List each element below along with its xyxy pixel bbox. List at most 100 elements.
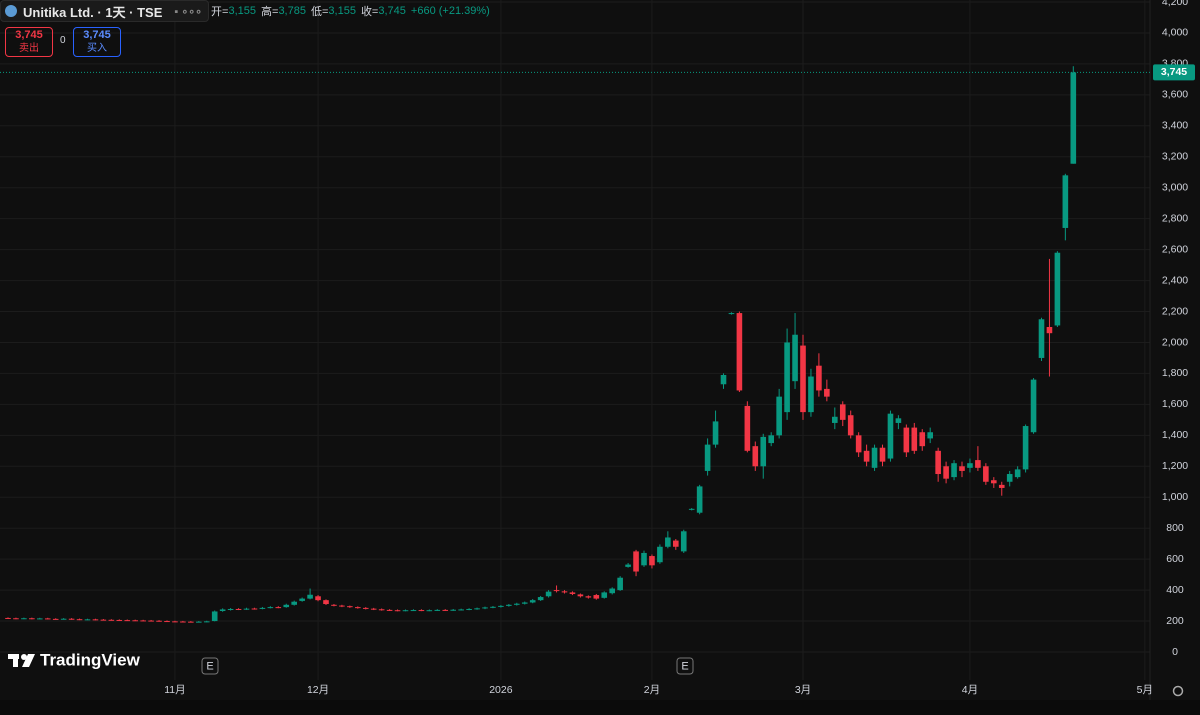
ohlc-value: 3,155 [228, 5, 256, 17]
candle-body [871, 447, 878, 468]
candle-body [362, 607, 369, 609]
y-tick-label: 3,600 [1162, 89, 1188, 101]
change: +660 (+21.39%) [410, 5, 490, 17]
event-label[interactable]: E [206, 660, 213, 672]
candle-body [919, 432, 926, 447]
candle-body [466, 608, 472, 610]
candle-body [593, 595, 600, 599]
candle-body [529, 600, 536, 603]
candle-body [609, 588, 615, 594]
candle-body [299, 598, 305, 601]
sell-price: 3,745 [15, 29, 43, 41]
candle-body [744, 405, 751, 451]
buy-label: 买入 [87, 43, 107, 54]
candle-body [116, 619, 123, 621]
sell-label: 卖出 [19, 43, 39, 54]
candle-body [776, 396, 782, 436]
candle-body [1038, 319, 1045, 358]
candle-body [339, 605, 345, 607]
y-tick-label: 400 [1166, 584, 1184, 596]
candle-body [800, 345, 806, 413]
candle-body [418, 610, 425, 612]
candle-body [887, 413, 894, 459]
candle-body [577, 594, 584, 597]
candle-body [482, 607, 488, 609]
event-label[interactable]: E [681, 660, 688, 672]
symbol-box[interactable]: Unitika Ltd. · 1天 · TSE ▪ ∘∘∘ [0, 0, 210, 22]
candle-body [44, 618, 51, 620]
candle-body [211, 611, 218, 622]
candle-body [641, 552, 647, 566]
ohlc-value: 3,785 [278, 5, 306, 17]
candle-body [585, 596, 592, 598]
candle-body [863, 450, 870, 462]
y-tick-label: 1,200 [1162, 460, 1188, 472]
candle-body [712, 421, 719, 445]
candle-body [816, 365, 822, 391]
candle-body [355, 607, 361, 609]
event-box [676, 657, 694, 675]
candle-body [148, 620, 154, 622]
y-tick-label: 4,000 [1162, 27, 1188, 39]
candle-body [824, 388, 830, 397]
candle-body [124, 620, 131, 622]
candle-body [927, 432, 933, 439]
candle-body [975, 460, 981, 468]
candle-body [617, 577, 623, 591]
candle-body [1070, 72, 1077, 164]
logo-shape [22, 654, 35, 667]
logo-shape [21, 654, 27, 660]
candle-body [156, 620, 162, 622]
candle-body [696, 486, 703, 513]
candle-body [164, 621, 170, 623]
header: Unitika Ltd. · 1天 · TSE ▪ ∘∘∘ 开= 3,155 高= 3… [0, 0, 490, 22]
y-tick-label: 0 [1172, 646, 1178, 658]
candle-body [704, 444, 711, 471]
candle-body [370, 608, 377, 610]
y-tick-label: 2,200 [1162, 305, 1188, 317]
candle-body [561, 591, 568, 593]
y-tick-label: 2,800 [1162, 212, 1188, 224]
buy-button[interactable]: 3,745 买入 [73, 27, 121, 57]
candle-body [219, 609, 226, 611]
x-tick-label: 2026 [489, 684, 513, 696]
y-tick-label: 2,000 [1162, 336, 1188, 348]
candle-body [506, 604, 512, 606]
settings-icon[interactable] [1172, 685, 1184, 697]
candle-body [5, 617, 11, 619]
quantity: 0 [60, 35, 66, 46]
candle-body [180, 621, 186, 623]
candle-body [967, 463, 973, 468]
candle-body [307, 594, 313, 599]
candle-body [832, 416, 838, 423]
candle-body [792, 334, 798, 382]
y-tick-label: 1,600 [1162, 398, 1188, 410]
sell-button[interactable]: 3,745 卖出 [5, 27, 53, 57]
candle-body [569, 592, 576, 594]
bottom-bar [0, 700, 1200, 715]
candle-body [680, 531, 687, 552]
y-tick-label: 3,000 [1162, 181, 1188, 193]
candle-body [434, 609, 441, 611]
candle-body [855, 435, 862, 453]
y-tick-label: 1,400 [1162, 429, 1188, 441]
y-tick-label: 800 [1166, 522, 1184, 534]
candle-body [394, 610, 401, 612]
ohlc-label: 高= [261, 6, 279, 18]
candle-body [537, 597, 544, 601]
y-tick-label: 2,600 [1162, 243, 1188, 255]
candle-body [291, 601, 297, 605]
candle-body [498, 605, 504, 607]
candle-body [490, 606, 496, 608]
menu-icon[interactable]: ▪ ∘∘∘ [174, 5, 203, 18]
candle-body [895, 418, 902, 423]
candle-body [426, 610, 433, 612]
candle-body [283, 604, 290, 608]
candle-body [60, 618, 67, 620]
candle-body [1054, 252, 1061, 326]
candle-body [633, 551, 639, 572]
candle-body [1030, 379, 1037, 433]
candle-body [29, 618, 35, 620]
y-tick-label: 1,800 [1162, 367, 1188, 379]
candle-body [196, 621, 202, 623]
